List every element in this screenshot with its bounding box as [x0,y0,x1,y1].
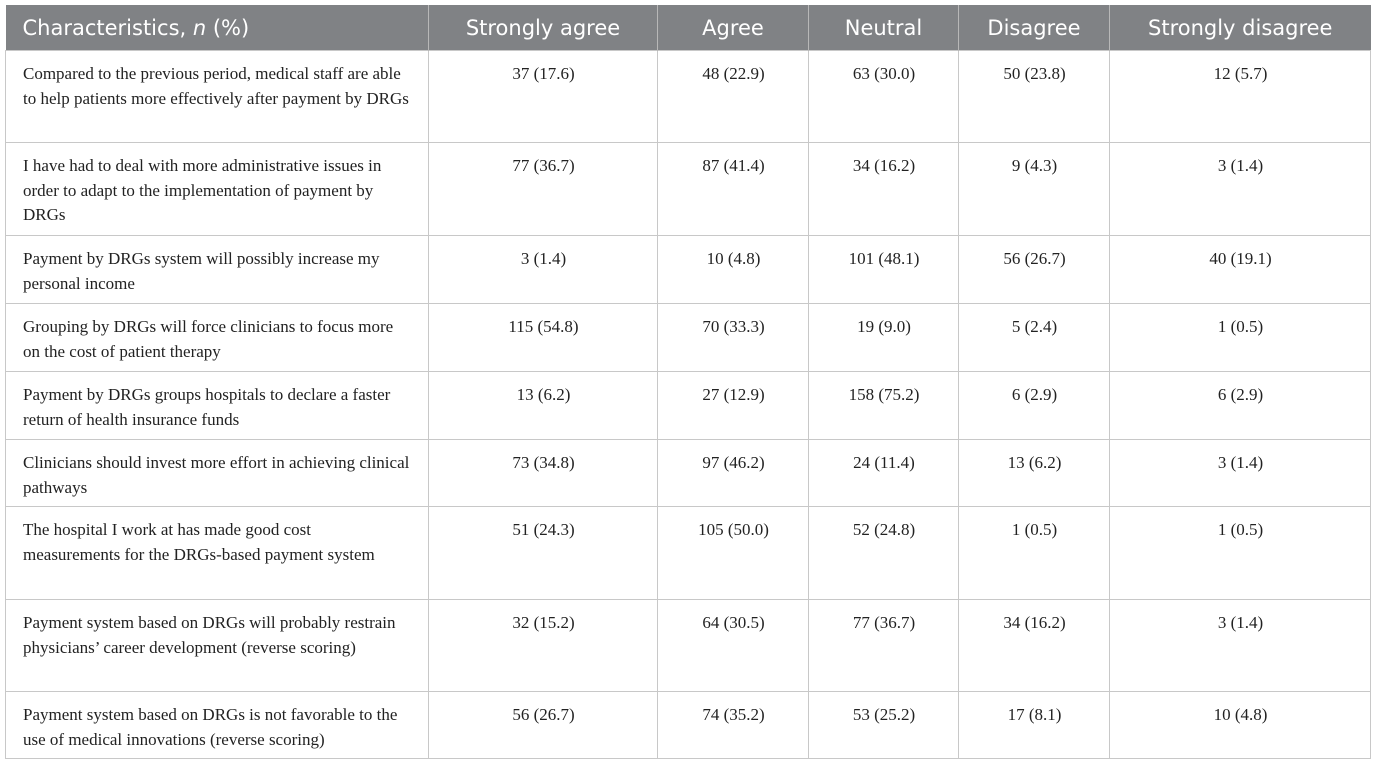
header-cell: Agree [657,5,809,51]
row-label: I have had to deal with more administrat… [5,142,429,236]
table-cell: 3 (1.4) [1109,142,1371,236]
table-cell: 56 (26.7) [428,691,658,759]
header-cell: Disagree [958,5,1110,51]
table-cell: 70 (33.3) [657,303,809,372]
table-cell: 52 (24.8) [808,506,959,600]
table-cell: 56 (26.7) [958,235,1110,304]
header-text: Characteristics, [22,15,193,40]
table-row: Payment system based on DRGs is not favo… [5,691,1371,759]
table-cell: 13 (6.2) [428,371,658,440]
table-row: Payment system based on DRGs will probab… [5,599,1371,692]
table-cell: 34 (16.2) [808,142,959,236]
table-cell: 37 (17.6) [428,50,658,143]
table-row: Clinicians should invest more effort in … [5,439,1371,507]
row-label: Payment system based on DRGs will probab… [5,599,429,692]
header-italic: n [192,15,207,40]
header-row: Characteristics, n (%) Strongly agree Agre… [5,5,1371,51]
table-cell: 12 (5.7) [1109,50,1371,143]
table-cell: 51 (24.3) [428,506,658,600]
table-cell: 27 (12.9) [657,371,809,440]
table-cell: 24 (11.4) [808,439,959,507]
table-cell: 87 (41.4) [657,142,809,236]
row-label: Grouping by DRGs will force clinicians t… [5,303,429,372]
table-cell: 6 (2.9) [958,371,1110,440]
table-cell: 19 (9.0) [808,303,959,372]
table-cell: 3 (1.4) [428,235,658,304]
table-cell: 6 (2.9) [1109,371,1371,440]
header-cell: Strongly disagree [1109,5,1371,51]
data-table: Characteristics, n (%) Strongly agree Agre… [5,5,1371,759]
table-row: The hospital I work at has made good cos… [5,506,1371,600]
table-body: Compared to the previous period, medical… [5,50,1371,759]
table-cell: 13 (6.2) [958,439,1110,507]
row-label: Clinicians should invest more effort in … [5,439,429,507]
table-cell: 73 (34.8) [428,439,658,507]
table-cell: 40 (19.1) [1109,235,1371,304]
row-label: The hospital I work at has made good cos… [5,506,429,600]
table-cell: 34 (16.2) [958,599,1110,692]
table-cell: 3 (1.4) [1109,599,1371,692]
table-cell: 64 (30.5) [657,599,809,692]
table-cell: 97 (46.2) [657,439,809,507]
table-cell: 17 (8.1) [958,691,1110,759]
header-cell: Neutral [808,5,959,51]
table-cell: 5 (2.4) [958,303,1110,372]
table-cell: 158 (75.2) [808,371,959,440]
table-cell: 50 (23.8) [958,50,1110,143]
table-cell: 9 (4.3) [958,142,1110,236]
table-row: Payment by DRGs system will possibly inc… [5,235,1371,304]
table-row: I have had to deal with more administrat… [5,142,1371,236]
table-cell: 1 (0.5) [1109,303,1371,372]
table-cell: 3 (1.4) [1109,439,1371,507]
table-row: Compared to the previous period, medical… [5,50,1371,143]
table-cell: 77 (36.7) [808,599,959,692]
row-label: Payment by DRGs groups hospitals to decl… [5,371,429,440]
table-cell: 53 (25.2) [808,691,959,759]
row-label: Payment by DRGs system will possibly inc… [5,235,429,304]
table-cell: 74 (35.2) [657,691,809,759]
row-label: Payment system based on DRGs is not favo… [5,691,429,759]
header-cell: Strongly agree [428,5,658,51]
table-cell: 105 (50.0) [657,506,809,600]
header-text: (%) [206,15,250,40]
table-cell: 48 (22.9) [657,50,809,143]
table-cell: 1 (0.5) [958,506,1110,600]
table-cell: 115 (54.8) [428,303,658,372]
table-cell: 10 (4.8) [657,235,809,304]
table-cell: 1 (0.5) [1109,506,1371,600]
table-row: Grouping by DRGs will force clinicians t… [5,303,1371,372]
table-cell: 101 (48.1) [808,235,959,304]
table-cell: 77 (36.7) [428,142,658,236]
table-cell: 63 (30.0) [808,50,959,143]
table-cell: 10 (4.8) [1109,691,1371,759]
table-cell: 32 (15.2) [428,599,658,692]
row-label: Compared to the previous period, medical… [5,50,429,143]
header-cell: Characteristics, n (%) [5,5,429,51]
table-row: Payment by DRGs groups hospitals to decl… [5,371,1371,440]
